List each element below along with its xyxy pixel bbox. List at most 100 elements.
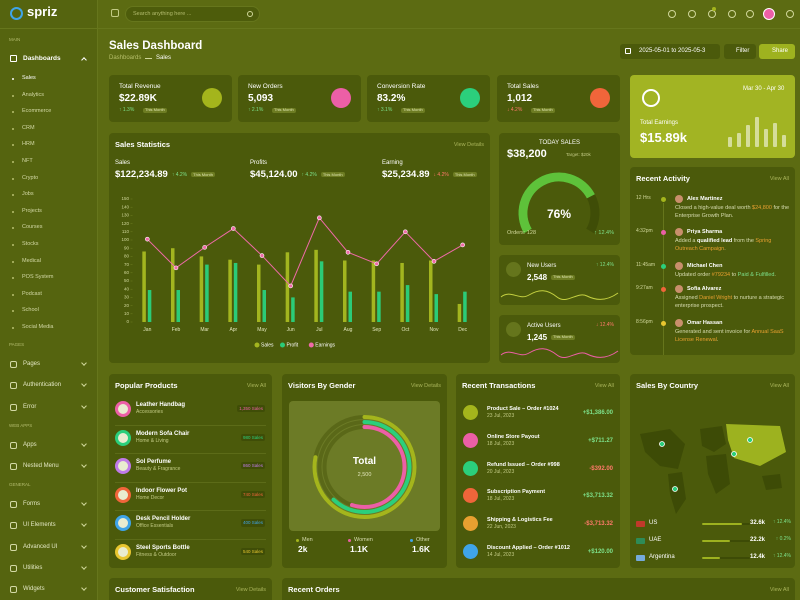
submenu-item[interactable]: Stocks [22, 241, 39, 247]
collapse-button[interactable] [111, 9, 119, 17]
submenu-item[interactable]: Courses [22, 224, 43, 231]
timeline-line [663, 203, 664, 355]
product-category: Home & Living [136, 437, 169, 444]
activity-text: Generated and sent invoice for Annual Sa… [675, 329, 790, 345]
header-icon[interactable] [668, 10, 676, 18]
timeline-dot [661, 197, 666, 202]
transaction-icon [463, 460, 478, 476]
chevron [81, 563, 87, 570]
transaction-title: Refund Issued – Order #998 [487, 461, 560, 468]
submenu-item[interactable]: Sales [22, 75, 36, 81]
total-label: Total [353, 456, 376, 467]
progress-decor [702, 540, 730, 542]
card-link[interactable]: View All [246, 383, 266, 389]
menu-item[interactable]: Utilities [23, 564, 43, 571]
y-tick-label: 0 [126, 319, 129, 324]
transaction-amount: -$392.00 [589, 465, 613, 472]
product-category: Beauty & Fragrance [136, 466, 181, 473]
map-region [668, 472, 686, 514]
products-card: Popular Products View All Leather Handbag A… [109, 374, 272, 568]
bullet [12, 177, 14, 180]
map-marker [747, 437, 753, 443]
submenu-item[interactable]: Jobs [22, 191, 34, 198]
date-button[interactable]: 2025-05-01 to 2025-05-3 [620, 44, 720, 59]
stat-value: $22.89K [119, 93, 157, 104]
breadcrumb[interactable]: Dashboards [109, 55, 142, 61]
sidebar: spriz MAIN Dashboards Sales Analytics Ecommer… [0, 0, 98, 600]
activity-text: Added a qualified lead from the Spring O… [675, 238, 790, 254]
bar [205, 264, 209, 322]
transaction-icon [463, 544, 478, 559]
product-icon [115, 486, 131, 503]
menu-item[interactable]: Advanced UI [23, 543, 58, 550]
submenu-item[interactable]: School [22, 307, 39, 314]
bar [171, 248, 175, 322]
menu-item[interactable]: Widgets [23, 586, 45, 593]
bar [228, 259, 232, 322]
submenu-item[interactable]: Medical [22, 257, 41, 264]
menu-item[interactable]: UI Elements [23, 522, 56, 529]
bullet [12, 111, 14, 114]
bar [233, 262, 238, 322]
submenu-item[interactable]: Podcast [22, 290, 42, 297]
submenu-item[interactable]: HRM [22, 141, 35, 148]
product-sales: 540 Sales [240, 548, 265, 556]
menu-icon [10, 564, 17, 572]
stat-change: ↑ 1.3% [119, 107, 135, 113]
section-title: GENERAL [9, 481, 31, 487]
search-box[interactable]: Search anything here ... [125, 6, 260, 22]
stat-label: New Orders [248, 83, 283, 90]
row-divider [115, 539, 266, 540]
bar [371, 260, 376, 322]
map-region [640, 429, 685, 469]
submenu-item[interactable]: NFT [22, 158, 33, 164]
y-tick-label: 10 [124, 311, 130, 316]
card-link[interactable]: View Details [410, 383, 441, 389]
metric-label: Sales [115, 160, 131, 166]
menu-icon [10, 441, 17, 449]
activity-text-part: Added a [675, 238, 698, 244]
bar [291, 297, 295, 322]
card-link[interactable]: View All [769, 587, 789, 593]
menu-item[interactable]: Authentication [23, 382, 62, 389]
section-title: MAIN [9, 37, 21, 42]
submenu-item[interactable]: Projects [22, 207, 42, 214]
chevron [81, 381, 87, 388]
menu-item[interactable]: Pages [23, 361, 41, 367]
submenu-item[interactable]: POS System [22, 274, 54, 281]
y-tick-label: 150 [121, 196, 129, 201]
y-tick-label: 120 [121, 221, 129, 226]
card-link[interactable]: View Details [453, 142, 484, 148]
stat-card: Conversion Rate 83.2% ↑ 3.1% This Month [367, 75, 490, 122]
card-link[interactable]: View All [594, 383, 614, 389]
gender-rings: Total 2,500 [312, 415, 417, 519]
avatar[interactable] [763, 8, 775, 20]
x-tick-label: Sep [372, 327, 381, 333]
date-range: 2025-05-01 to 2025-05-3 [639, 48, 706, 54]
menu-item[interactable]: Error [23, 403, 37, 410]
stat-label: Conversion Rate [377, 83, 426, 90]
x-tick-label: Jul [316, 327, 322, 333]
submenu-item[interactable]: CRM [22, 124, 35, 131]
submenu-item[interactable]: Social Media [22, 324, 54, 330]
card-link[interactable]: View All [769, 383, 789, 389]
menu-item[interactable]: Nested Menu [23, 462, 59, 469]
header-icon[interactable] [728, 10, 736, 18]
menu-item[interactable]: Forms [23, 500, 40, 507]
card-link[interactable]: View All [769, 176, 789, 182]
submenu-item[interactable]: Ecommerce [22, 108, 52, 115]
share-button[interactable]: Share [759, 44, 795, 59]
settings-icon[interactable] [786, 10, 794, 18]
header-icon[interactable] [708, 10, 716, 18]
submenu-item[interactable]: Crypto [22, 174, 39, 181]
filter-button[interactable]: Filter [724, 44, 756, 59]
header-icon[interactable] [688, 10, 696, 18]
stat-label: Total Sales [507, 83, 539, 90]
header-icon[interactable] [746, 10, 754, 18]
submenu-item[interactable]: Analytics [22, 91, 45, 98]
menu-item[interactable]: Apps [23, 441, 37, 448]
activity-text: Closed a high-value deal worth $24,800 f… [675, 205, 790, 221]
activity-text-part: . [774, 272, 776, 278]
card-link[interactable]: View Details [235, 587, 266, 593]
menu-item[interactable]: Dashboards [23, 55, 61, 62]
